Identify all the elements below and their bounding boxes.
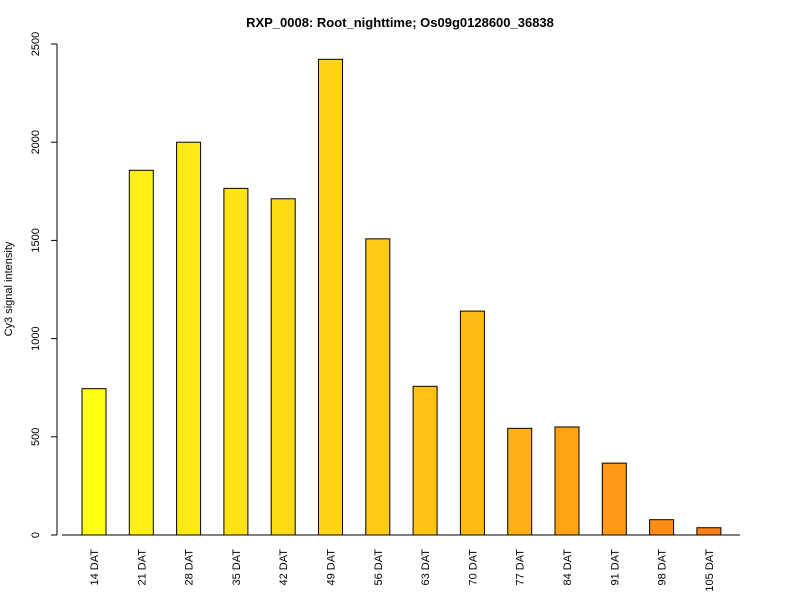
x-tick-label: 49 DAT <box>326 549 338 586</box>
y-tick-label: 2500 <box>30 32 42 56</box>
x-tick-label: 28 DAT <box>184 549 196 586</box>
x-tick-label: 63 DAT <box>420 549 432 586</box>
bar <box>176 141 202 536</box>
y-tick-label: 1500 <box>30 228 42 252</box>
bar <box>318 58 343 536</box>
bar <box>696 527 722 536</box>
x-tick-label: 91 DAT <box>609 549 621 586</box>
bar <box>365 238 391 536</box>
bar <box>270 198 296 536</box>
x-tick-label: 21 DAT <box>136 549 148 586</box>
x-tick-label: 105 DAT <box>704 549 716 592</box>
x-tick-label: 70 DAT <box>467 549 479 586</box>
x-tick-label: 35 DAT <box>231 549 243 586</box>
x-axis: 14 DAT 21 DAT 28 DAT 35 DAT 42 DAT 49 DAT 56 D… <box>62 534 740 592</box>
bar <box>81 388 107 536</box>
x-tick-label: 42 DAT <box>278 549 290 586</box>
y-axis: 0 500 1000 1500 2000 2500 <box>30 32 58 538</box>
bar <box>412 385 438 536</box>
chart-title: RXP_0008: Root_nighttime; Os09g0128600_3… <box>246 15 554 30</box>
y-tick-label: 1000 <box>30 326 42 350</box>
bars-group <box>81 58 722 536</box>
x-tick-label: 56 DAT <box>373 549 385 586</box>
x-tick-label: 84 DAT <box>562 549 574 586</box>
y-tick-label: 2000 <box>30 130 42 154</box>
bar <box>601 462 627 536</box>
y-tick-label: 500 <box>30 428 42 446</box>
bar <box>554 426 580 536</box>
y-axis-label: Cy3 signal intensity <box>3 241 15 336</box>
bar <box>507 427 533 536</box>
y-tick-label: 0 <box>30 532 42 538</box>
bar <box>649 519 675 536</box>
bar <box>459 310 485 536</box>
bar <box>223 187 249 536</box>
x-tick-label: 77 DAT <box>515 549 527 586</box>
x-tick-label: 98 DAT <box>657 549 669 586</box>
x-tick-label: 14 DAT <box>89 549 101 586</box>
bar <box>128 169 154 536</box>
